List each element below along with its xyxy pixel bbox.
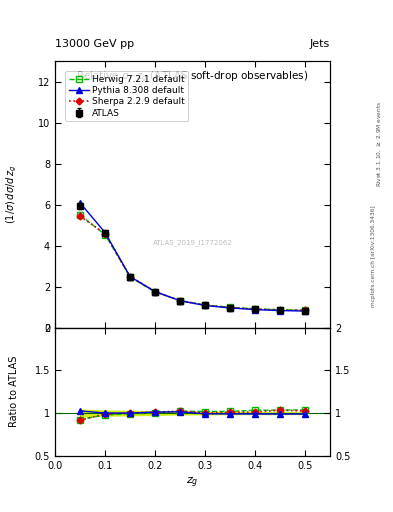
- Pythia 8.308 default: [253, 307, 257, 313]
- Sherpa 2.2.9 default: [203, 302, 208, 308]
- Legend: Herwig 7.2.1 default, Pythia 8.308 default, Sherpa 2.2.9 default, ATLAS: Herwig 7.2.1 default, Pythia 8.308 defau…: [65, 71, 189, 121]
- Herwig 7.2.1 default: [128, 274, 132, 280]
- Sherpa 2.2.9 default: [253, 306, 257, 312]
- Herwig 7.2.1 default: [303, 307, 307, 313]
- Pythia 8.308 default: [78, 200, 83, 206]
- Y-axis label: $(1/\sigma)\, d\sigma/d\, z_g$: $(1/\sigma)\, d\sigma/d\, z_g$: [5, 165, 19, 224]
- Herwig 7.2.1 default: [203, 302, 208, 308]
- Text: ATLAS_2019_I1772062: ATLAS_2019_I1772062: [153, 239, 232, 246]
- Herwig 7.2.1 default: [153, 289, 158, 295]
- Sherpa 2.2.9 default: [153, 288, 158, 294]
- Sherpa 2.2.9 default: [78, 213, 83, 219]
- Sherpa 2.2.9 default: [303, 307, 307, 313]
- Line: Herwig 7.2.1 default: Herwig 7.2.1 default: [77, 212, 308, 313]
- Pythia 8.308 default: [103, 229, 107, 236]
- Sherpa 2.2.9 default: [228, 305, 232, 311]
- Line: Pythia 8.308 default: Pythia 8.308 default: [77, 200, 308, 314]
- Herwig 7.2.1 default: [178, 297, 182, 304]
- Pythia 8.308 default: [128, 273, 132, 280]
- Herwig 7.2.1 default: [78, 212, 83, 218]
- Sherpa 2.2.9 default: [128, 273, 132, 280]
- Text: 13000 GeV pp: 13000 GeV pp: [55, 38, 134, 49]
- Herwig 7.2.1 default: [103, 231, 107, 238]
- Sherpa 2.2.9 default: [103, 230, 107, 237]
- Line: Sherpa 2.2.9 default: Sherpa 2.2.9 default: [77, 214, 308, 313]
- Pythia 8.308 default: [203, 303, 208, 309]
- Text: Jets: Jets: [310, 38, 330, 49]
- Sherpa 2.2.9 default: [178, 297, 182, 304]
- X-axis label: $z_g$: $z_g$: [186, 476, 199, 490]
- Y-axis label: Ratio to ATLAS: Ratio to ATLAS: [9, 356, 19, 428]
- Herwig 7.2.1 default: [228, 304, 232, 310]
- Herwig 7.2.1 default: [253, 306, 257, 312]
- Pythia 8.308 default: [303, 308, 307, 314]
- Pythia 8.308 default: [178, 297, 182, 304]
- Sherpa 2.2.9 default: [278, 307, 283, 313]
- Text: Relative $p_T$ $z_g$ (ATLAS soft-drop observables): Relative $p_T$ $z_g$ (ATLAS soft-drop ob…: [76, 70, 309, 84]
- Pythia 8.308 default: [228, 305, 232, 311]
- Herwig 7.2.1 default: [278, 307, 283, 313]
- Pythia 8.308 default: [153, 288, 158, 294]
- Pythia 8.308 default: [278, 308, 283, 314]
- Text: Rivet 3.1.10, $\geq$ 2.9M events: Rivet 3.1.10, $\geq$ 2.9M events: [375, 100, 383, 186]
- Text: mcplots.cern.ch [arXiv:1306.3436]: mcplots.cern.ch [arXiv:1306.3436]: [371, 205, 376, 307]
